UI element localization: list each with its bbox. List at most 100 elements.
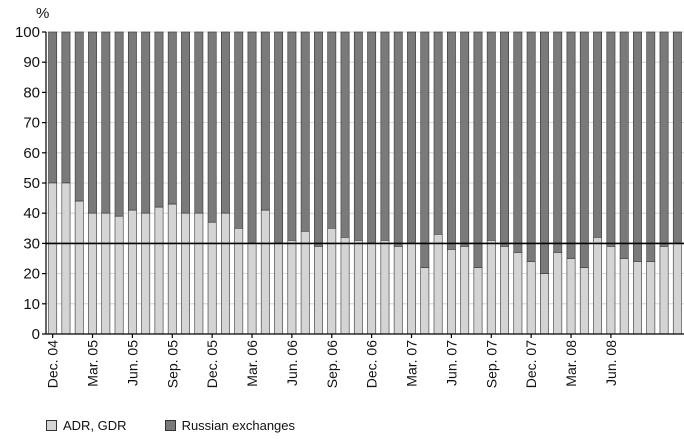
bar-russian-exchanges — [61, 31, 71, 184]
bar-russian-exchanges — [619, 31, 629, 259]
bar-adr-gdr — [367, 243, 377, 335]
y-tick-label: 70 — [23, 115, 40, 132]
bar-russian-exchanges — [127, 31, 137, 211]
bar-russian-exchanges — [672, 31, 682, 244]
bar-russian-exchanges — [48, 31, 58, 184]
bar-russian-exchanges — [314, 31, 323, 247]
bar-adr-gdr — [473, 267, 483, 335]
bar-russian-exchanges — [460, 31, 470, 247]
bar-russian-exchanges — [633, 31, 642, 262]
bar-russian-exchanges — [287, 31, 297, 241]
bar-russian-exchanges — [540, 31, 549, 274]
x-tick-label: Jun. 06 — [284, 340, 300, 386]
bar-adr-gdr — [154, 206, 164, 335]
x-tick-label: Mar. 08 — [563, 340, 579, 387]
x-tick-label: Jun. 07 — [443, 340, 459, 386]
axes — [42, 31, 684, 338]
bar-adr-gdr — [393, 246, 403, 335]
bar-russian-exchanges — [579, 31, 589, 268]
bar-russian-exchanges — [101, 31, 111, 214]
bar-russian-exchanges — [274, 31, 284, 244]
bar-russian-exchanges — [420, 31, 430, 268]
bar-russian-exchanges — [473, 31, 483, 268]
legend-label-adr-gdr: ADR, GDR — [63, 418, 127, 433]
bar-russian-exchanges — [367, 31, 377, 244]
x-tick-label: Mar. 07 — [404, 340, 420, 387]
bar-russian-exchanges — [167, 31, 177, 205]
bar-adr-gdr — [61, 182, 71, 335]
bar-russian-exchanges — [433, 31, 443, 235]
bar-russian-exchanges — [659, 31, 669, 247]
bar-russian-exchanges — [154, 31, 164, 208]
bar-adr-gdr — [407, 243, 416, 335]
bar-adr-gdr — [553, 252, 563, 335]
bar-russian-exchanges — [446, 31, 456, 250]
bar-adr-gdr — [194, 212, 204, 335]
y-tick-label: 50 — [23, 175, 40, 192]
x-tick-label: Mar. 05 — [85, 340, 101, 387]
bar-russian-exchanges — [247, 31, 257, 244]
bar-adr-gdr — [593, 237, 603, 335]
y-tick-label: 80 — [23, 84, 40, 101]
x-tick-label: Mar. 06 — [244, 340, 260, 387]
bar-adr-gdr — [486, 240, 496, 335]
bar-adr-gdr — [340, 237, 350, 335]
bar-adr-gdr — [606, 246, 616, 335]
bar-adr-gdr — [353, 240, 363, 335]
x-tick-label: Dec. 07 — [523, 340, 539, 388]
bar-adr-gdr — [540, 273, 549, 335]
x-tick-label: Sep. 05 — [164, 340, 180, 388]
bar-adr-gdr — [659, 246, 669, 335]
bars — [48, 31, 682, 335]
legend-swatch-russian-exchanges — [164, 420, 176, 431]
bar-adr-gdr — [221, 212, 230, 335]
x-tick-label: Sep. 06 — [324, 340, 340, 388]
bar-russian-exchanges — [566, 31, 576, 259]
bar-russian-exchanges — [593, 31, 603, 238]
bar-russian-exchanges — [207, 31, 217, 223]
legend-swatch-adr-gdr — [46, 420, 57, 431]
x-tick-label: Dec. 04 — [45, 340, 61, 388]
x-tick-label: Sep. 07 — [483, 340, 499, 388]
bar-russian-exchanges — [234, 31, 244, 229]
bar-adr-gdr — [300, 231, 310, 335]
bar-russian-exchanges — [553, 31, 563, 253]
bar-adr-gdr — [207, 221, 217, 335]
bar-adr-gdr — [500, 246, 509, 335]
bar-adr-gdr — [181, 212, 190, 335]
x-tick-label: Dec. 06 — [364, 340, 380, 388]
y-tick-labels: 0 10 20 30 40 50 60 70 80 90 100 — [15, 24, 40, 343]
bar-adr-gdr — [633, 261, 642, 335]
bar-adr-gdr — [167, 203, 177, 335]
bar-adr-gdr — [446, 249, 456, 335]
y-tick-label: 10 — [23, 296, 40, 313]
bar-russian-exchanges — [181, 31, 190, 214]
legend-item-russian-exchanges: Russian exchanges — [164, 418, 295, 433]
bar-adr-gdr — [526, 261, 536, 335]
bar-adr-gdr — [314, 246, 323, 335]
bar-russian-exchanges — [340, 31, 350, 238]
bar-russian-exchanges — [500, 31, 509, 247]
y-tick-label: 0 — [32, 326, 40, 343]
bar-adr-gdr — [48, 182, 58, 335]
bar-adr-gdr — [274, 243, 284, 335]
bar-adr-gdr — [141, 212, 151, 335]
bar-adr-gdr — [513, 252, 523, 335]
y-tick-label: 60 — [23, 145, 40, 162]
y-tick-label: 30 — [23, 235, 40, 252]
bar-adr-gdr — [460, 246, 470, 335]
bar-russian-exchanges — [393, 31, 403, 247]
bar-adr-gdr — [619, 258, 629, 335]
x-tick-labels: Dec. 04 Mar. 05 Jun. 05 Sep. 05 Dec. 05 Mar. … — [45, 340, 619, 388]
bar-adr-gdr — [420, 267, 430, 335]
bar-adr-gdr — [127, 209, 137, 335]
bar-russian-exchanges — [221, 31, 230, 214]
bar-russian-exchanges — [646, 31, 656, 262]
bar-adr-gdr — [566, 258, 576, 335]
bar-adr-gdr — [646, 261, 656, 335]
bar-russian-exchanges — [260, 31, 270, 211]
bar-russian-exchanges — [114, 31, 124, 217]
y-tick-label: 90 — [23, 54, 40, 71]
x-tick-label: Dec. 05 — [204, 340, 220, 388]
